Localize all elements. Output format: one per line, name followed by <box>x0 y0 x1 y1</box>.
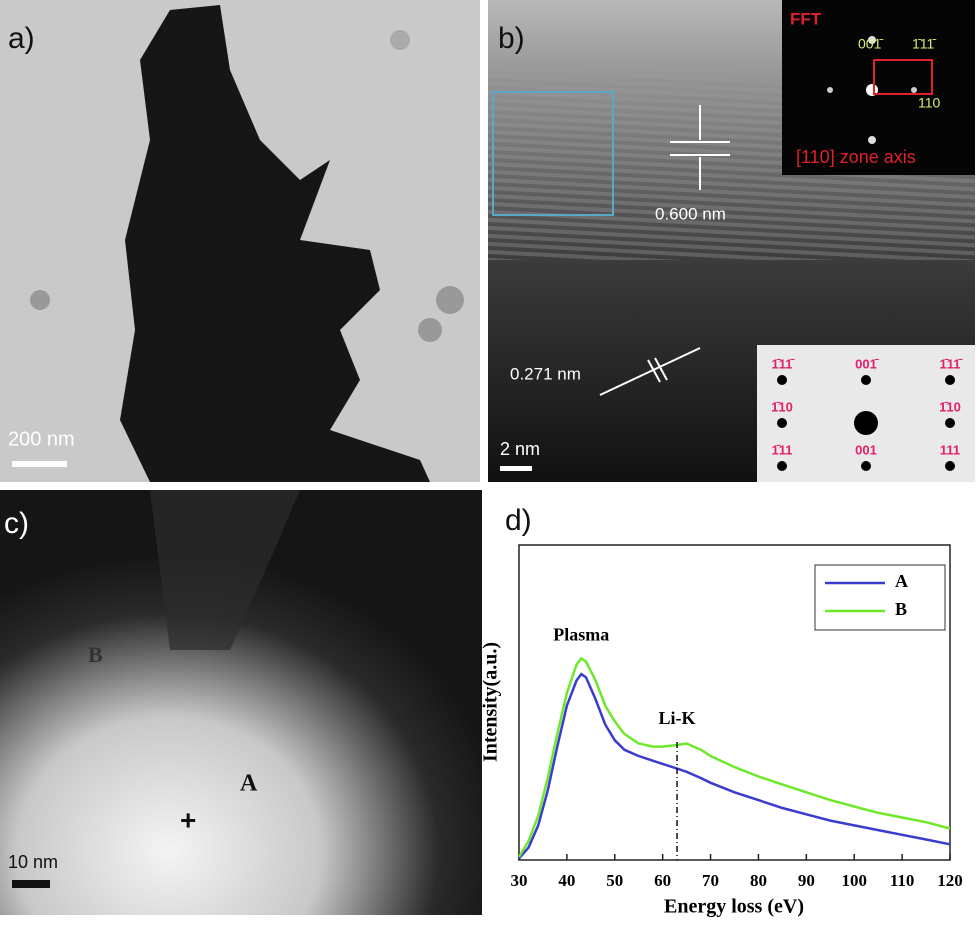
spacing-marker <box>599 105 730 396</box>
x-tick-label: 80 <box>750 871 767 890</box>
pattern-index: 1̄10 <box>771 399 793 414</box>
legend-label: B <box>895 599 907 619</box>
fft-inset <box>782 0 975 175</box>
zone-axis: [110] zone axis <box>796 147 916 167</box>
series-line <box>518 672 951 860</box>
series-line <box>517 656 951 858</box>
point-label: A <box>240 771 258 797</box>
scale-label: 2 nm <box>500 439 540 459</box>
x-tick-label: 120 <box>937 871 963 890</box>
x-tick-label: 60 <box>654 871 671 890</box>
pattern-index: 001 <box>855 442 877 457</box>
roi-box <box>492 91 614 216</box>
diffraction-spot <box>777 375 787 385</box>
scale-bar <box>12 880 50 888</box>
scale-bar <box>12 461 67 467</box>
plot-frame <box>518 544 951 861</box>
point-label: B <box>88 642 103 667</box>
panel-d: d) Energy loss (eV) Intensity(a.u.) 30 40… <box>480 504 963 918</box>
x-tick-label: 90 <box>798 871 815 890</box>
y-axis-title: Intensity(a.u.) <box>480 642 502 762</box>
x-tick-label: 70 <box>702 871 719 890</box>
scale-bar <box>500 466 532 471</box>
diffraction-spot <box>945 418 955 428</box>
particle <box>120 5 430 482</box>
panel-b: b) FFT 001̄ 1̄11̄ 110 [110] zone axis 0.… <box>488 0 975 482</box>
x-tick-label: 100 <box>841 871 867 890</box>
annotation: Plasma <box>553 625 609 645</box>
pattern-index: 1̄11̄ <box>772 356 795 371</box>
x-tick-label: 50 <box>606 871 623 890</box>
x-tick-label: 110 <box>890 871 915 890</box>
diffraction-spot <box>945 461 955 471</box>
legend-box <box>814 564 946 631</box>
diffraction-spot <box>861 461 871 471</box>
panel-label: d) <box>505 504 532 537</box>
pattern-index: 001̄ <box>855 356 879 371</box>
x-axis-title: Energy loss (eV) <box>664 896 804 918</box>
panel-a: a) 200 nm <box>0 0 480 482</box>
pattern-index: 111 <box>940 442 960 457</box>
probe-marker: + <box>180 804 196 835</box>
x-tick-label: 40 <box>558 871 575 890</box>
diffraction-spot <box>777 418 787 428</box>
x-tick-label: 30 <box>511 871 528 890</box>
diffraction-spot <box>777 461 787 471</box>
fft-index: 110 <box>918 95 941 111</box>
fft-index: 001̄ <box>858 36 883 52</box>
panel-label: b) <box>498 22 525 55</box>
diffraction-pattern: 1̄11̄ 001̄ 1̄11̄ 1̄10 1̄10 1̄11 001 111 <box>771 356 962 471</box>
spacing-label: 0.600 nm <box>655 204 726 223</box>
scale-label: 200 nm <box>8 428 75 450</box>
fft-index: 1̄11̄ <box>912 36 936 52</box>
panel-label: c) <box>4 507 29 540</box>
pattern-index: 1̄11̄ <box>940 356 963 371</box>
panel-label: a) <box>8 22 35 55</box>
diffraction-spot <box>945 375 955 385</box>
panel-c: c) B A + 10 nm <box>0 490 482 915</box>
pattern-index: 1̄10 <box>939 399 961 414</box>
legend-label: A <box>895 571 908 591</box>
spacing-label: 0.271 nm <box>510 364 581 383</box>
pattern-index: 1̄11 <box>772 442 793 457</box>
scale-label: 10 nm <box>8 852 58 872</box>
annotation: Li-K <box>659 708 696 728</box>
fft-title: FFT <box>790 9 822 28</box>
diffraction-spot <box>861 375 871 385</box>
